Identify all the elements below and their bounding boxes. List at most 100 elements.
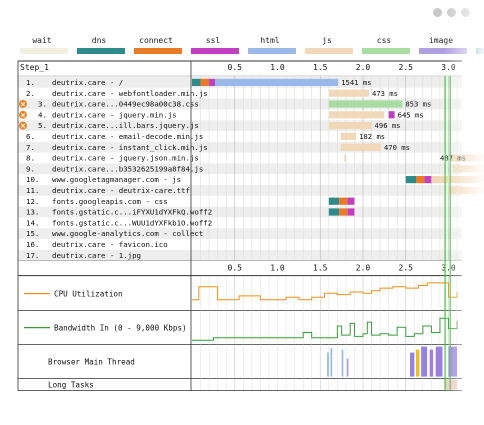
request-number: 6. (26, 132, 35, 141)
request-number: 8. (26, 154, 35, 163)
x-tick-label: 2.5 (399, 63, 414, 72)
metric-label: CPU Utilization (54, 290, 123, 299)
legend-label: js (322, 36, 332, 45)
request-bar-js (449, 187, 484, 194)
request-label: fonts.googleapis.com - css (52, 197, 168, 206)
request-label: deutrix.care...0449ec98a00c38.css (52, 100, 199, 109)
request-bar-js (329, 122, 372, 129)
warning-icon-glyph: × (20, 122, 26, 130)
request-bar-connect (339, 208, 348, 215)
request-bar-js (341, 133, 356, 140)
request-number: 9. (26, 164, 35, 173)
request-label: fonts.gstatic.c...WUU1dYXFkb1O.woff2 (52, 218, 212, 227)
request-bar-js (453, 165, 484, 172)
control-dot-icon[interactable] (461, 8, 470, 17)
request-duration: 645 ms (398, 110, 424, 119)
request-label: deutrix.care - jquery.json.min.js (52, 154, 199, 163)
request-bar-connect (339, 198, 348, 205)
x-tick-label: 1.5 (313, 264, 328, 273)
request-duration: 1541 ms (341, 78, 371, 87)
main-thread-block (342, 350, 344, 377)
request-bar-dns (329, 198, 339, 205)
request-duration: 470 ms (384, 143, 410, 152)
request-label: deutrix.care...b3532625199a8f84.js (52, 164, 203, 173)
request-number: 17. (26, 251, 39, 260)
request-bar-js (341, 144, 381, 151)
request-label: deutrix.care - 1.jpg (52, 251, 141, 260)
main-thread-block (410, 353, 414, 377)
legend-swatch (134, 48, 182, 54)
request-label: deutrix.care - email-decode.min.js (52, 132, 203, 141)
legend-swatch (305, 48, 353, 54)
step-label: Step_1 (20, 63, 49, 72)
legend-swatch (362, 48, 410, 54)
metric-line-cpu (192, 283, 457, 300)
control-dot-icon[interactable] (447, 8, 456, 17)
main-thread-block (421, 347, 427, 377)
request-bar-js (329, 111, 385, 118)
request-number: 14. (26, 218, 39, 227)
request-duration: 182 ms (359, 132, 385, 141)
metric-label: Browser Main Thread (48, 358, 135, 367)
metric-label: Bandwidth In (0 - 9,000 Kbps) (54, 324, 187, 333)
control-dot-icon[interactable] (433, 8, 442, 17)
main-thread-block (347, 359, 349, 377)
legend-label: connect (139, 36, 173, 45)
request-number: 11. (26, 186, 39, 195)
request-bar-ssl (348, 198, 355, 205)
request-label: deutrix.care - jquery.min.js (52, 110, 177, 119)
x-tick-label: 2.0 (356, 264, 371, 273)
legend-label: ssl (206, 36, 221, 45)
request-label: deutrix.care...ill.bars.jquery.js (52, 121, 199, 130)
legend-label: css (377, 36, 392, 45)
request-bar-dns (406, 176, 416, 183)
request-number: 3. (38, 100, 47, 109)
x-tick-label: 1.0 (270, 63, 285, 72)
request-bar-connect (416, 176, 425, 183)
request-number: 16. (26, 240, 39, 249)
request-number: 12. (26, 197, 39, 206)
request-label: deutrix.care - / (52, 78, 123, 87)
request-duration: 487 ms (440, 154, 466, 163)
request-label: deutrix.care - webfontloader.min.js (52, 89, 208, 98)
request-bar-ssl (209, 79, 215, 86)
legend-swatch (476, 48, 484, 54)
legend-label: wait (32, 36, 51, 45)
legend-swatch (191, 48, 239, 54)
legend-swatch (20, 48, 68, 54)
request-bar-js (431, 176, 484, 183)
legend-label: dns (92, 36, 107, 45)
request-duration: 473 ms (372, 89, 398, 98)
request-duration: 853 ms (405, 100, 431, 109)
x-tick-label: 0.5 (228, 264, 243, 273)
request-duration: 496 ms (375, 121, 401, 130)
x-tick-label: 0.5 (228, 63, 243, 72)
request-number: 5. (38, 121, 47, 130)
x-tick-label: 2.5 (399, 264, 414, 273)
request-label: deutrix.care - deutrix-care.ttf (52, 186, 190, 195)
x-tick-label: 1.0 (270, 264, 285, 273)
request-number: 4. (38, 110, 47, 119)
request-number: 2. (26, 89, 35, 98)
request-number: 10. (26, 175, 39, 184)
long-task-block (445, 380, 457, 390)
x-tick-label: 1.5 (313, 63, 328, 72)
request-bar-ssl (389, 111, 395, 118)
request-number: 1. (26, 78, 35, 87)
legend-label: html (260, 36, 279, 45)
request-label: deutrix.care - instant_click.min.js (52, 143, 208, 152)
main-thread-block (436, 347, 443, 377)
warning-icon-glyph: × (20, 101, 26, 109)
request-bar-js (344, 154, 346, 161)
request-number: 15. (26, 229, 39, 238)
request-label: fonts.gstatic.c...iFYXU1dYXFkQ.woff2 (52, 208, 212, 217)
x-tick-label: 3.0 (441, 63, 456, 72)
warning-icon-glyph: × (20, 111, 26, 119)
request-number: 13. (26, 208, 39, 217)
legend-swatch (77, 48, 125, 54)
request-bar-dns (329, 208, 339, 215)
main-thread-block (430, 350, 433, 377)
x-tick-label: 2.0 (356, 63, 371, 72)
